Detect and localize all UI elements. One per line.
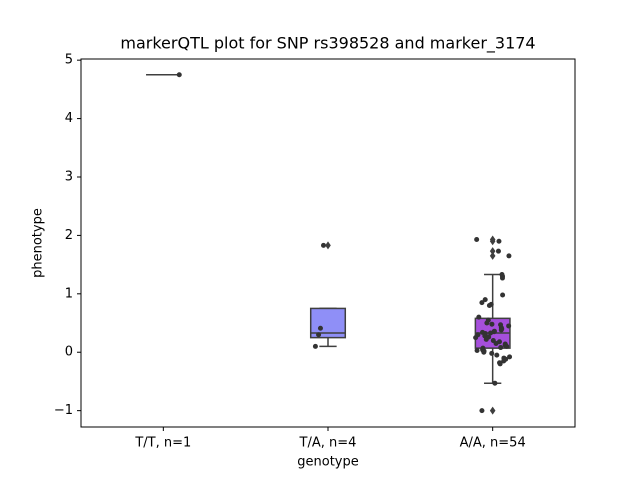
plot-frame <box>80 58 576 428</box>
y-tick-label: 4 <box>65 111 73 126</box>
flier <box>489 237 496 246</box>
x-tick-label: T/A, n=4 <box>299 436 357 451</box>
point <box>489 350 495 356</box>
point <box>482 297 488 303</box>
point <box>499 275 505 281</box>
point <box>500 292 506 298</box>
point <box>317 325 323 331</box>
point <box>493 340 499 346</box>
point <box>474 236 480 242</box>
chart-title: markerQTL plot for SNP rs398528 and mark… <box>120 34 535 54</box>
y-tick-label: −1 <box>54 403 73 418</box>
point <box>495 248 501 254</box>
point <box>486 303 492 309</box>
point <box>504 343 510 349</box>
x-axis-label: genotype <box>297 455 358 470</box>
point <box>488 330 494 336</box>
point <box>498 345 504 351</box>
point <box>489 321 495 327</box>
point <box>474 347 480 353</box>
point <box>476 314 482 320</box>
point <box>498 327 504 333</box>
point <box>494 352 500 358</box>
flier <box>489 247 496 256</box>
point <box>479 408 485 414</box>
y-axis-label: phenotype <box>31 208 46 278</box>
point <box>506 323 512 329</box>
point <box>497 361 503 367</box>
point <box>312 343 318 349</box>
flier <box>325 241 331 250</box>
point <box>481 349 487 355</box>
point <box>316 332 322 338</box>
flier <box>489 406 496 415</box>
x-tick-label: A/A, n=54 <box>460 436 526 451</box>
y-tick-label: 2 <box>65 228 73 243</box>
point <box>492 380 498 386</box>
y-tick-label: 5 <box>65 53 73 68</box>
point <box>483 336 489 342</box>
point <box>176 72 182 78</box>
y-tick-label: 1 <box>65 286 73 301</box>
point <box>507 354 513 360</box>
y-tick-label: 3 <box>65 169 73 184</box>
point <box>479 300 485 306</box>
y-tick-label: 0 <box>65 345 73 360</box>
flier <box>489 251 496 260</box>
point <box>321 242 327 248</box>
point <box>501 358 507 364</box>
point <box>506 253 512 259</box>
x-tick-label: T/T, n=1 <box>134 436 191 451</box>
point <box>473 335 479 341</box>
point <box>496 238 502 244</box>
point <box>484 320 490 326</box>
